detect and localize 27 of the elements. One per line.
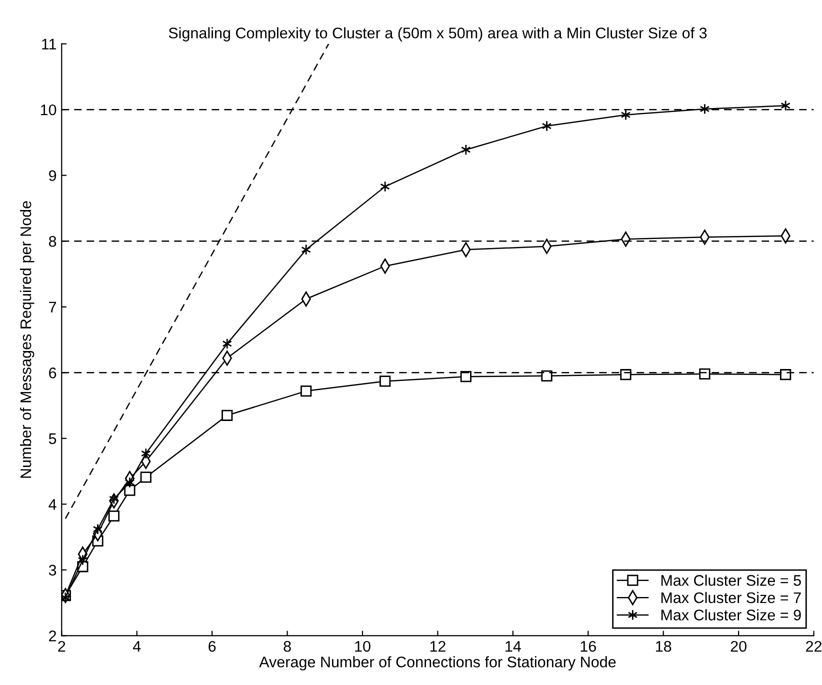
y-tick-label: 6 <box>49 368 56 378</box>
x-axis-title: Average Number of Connections for Stationary Node <box>259 656 616 670</box>
y-tick-label: 7 <box>49 302 56 312</box>
y-tick-label: 11 <box>42 38 56 50</box>
x-tick-label: 20 <box>730 640 746 652</box>
legend-label: Max Cluster Size = 7 <box>661 592 801 604</box>
y-tick-label: 3 <box>48 564 56 576</box>
x-tick-label: 10 <box>355 640 370 652</box>
x-tick-label: 22 <box>806 640 822 652</box>
x-tick-label: 8 <box>284 640 291 652</box>
y-tick-label: 8 <box>48 236 56 247</box>
y-tick-label: 10 <box>40 104 56 116</box>
y-tick-label: 5 <box>48 433 56 444</box>
y-axis-title: Number of Messages Required per Node <box>20 201 34 478</box>
y-tick-label: 9 <box>49 170 56 182</box>
x-tick-label: 6 <box>208 640 216 652</box>
x-tick-label: 2 <box>58 640 66 652</box>
y-tick-label: 4 <box>48 499 56 510</box>
legend-label: Max Cluster Size = 5 <box>661 574 801 586</box>
x-tick-label: 12 <box>430 640 446 652</box>
chart-title: Signaling Complexity to Cluster a (50m x 50m) area with a Min Cluster Size of 3 <box>168 27 707 42</box>
x-tick-label: 16 <box>580 640 596 652</box>
legend-label: Max Cluster Size = 9 <box>661 609 801 620</box>
x-tick-label: 14 <box>506 641 521 652</box>
x-tick-label: 18 <box>656 640 672 652</box>
y-tick-label: 2 <box>49 630 56 642</box>
x-tick-label: 4 <box>132 641 141 652</box>
